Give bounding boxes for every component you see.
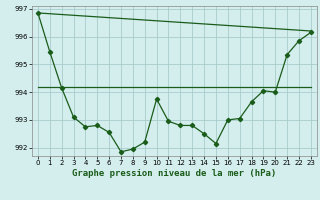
X-axis label: Graphe pression niveau de la mer (hPa): Graphe pression niveau de la mer (hPa) [72,169,276,178]
